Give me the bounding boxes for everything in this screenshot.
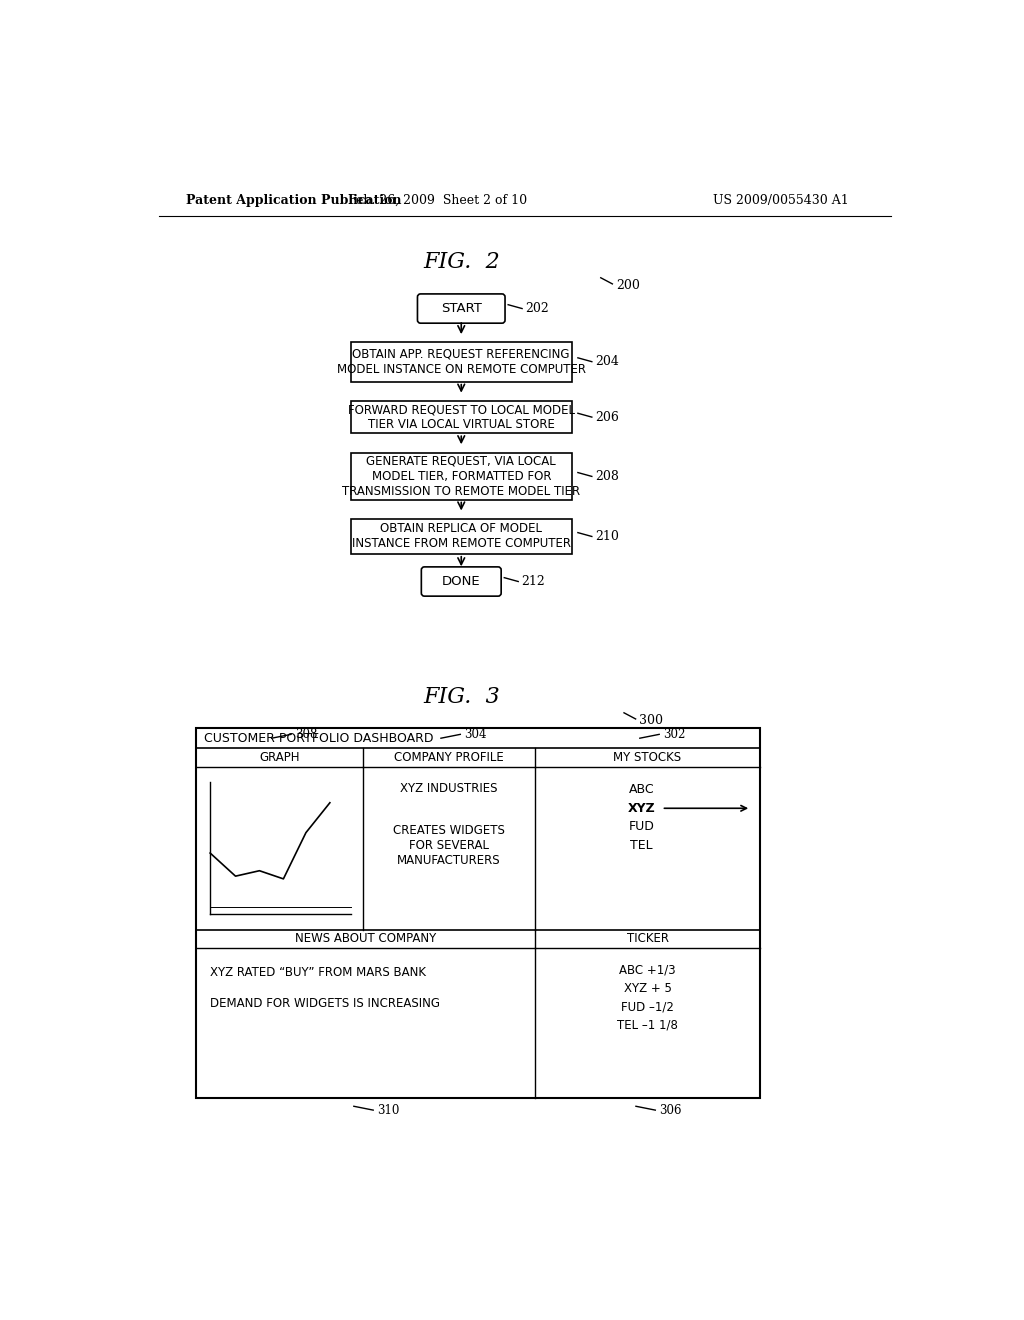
Bar: [351, 401, 571, 433]
Text: XYZ + 5: XYZ + 5: [624, 982, 672, 995]
Text: US 2009/0055430 A1: US 2009/0055430 A1: [713, 194, 849, 207]
Text: 302: 302: [664, 727, 685, 741]
Text: TICKER: TICKER: [627, 932, 669, 945]
Text: 206: 206: [595, 411, 618, 424]
Text: CUSTOMER PORTFOLIO DASHBOARD: CUSTOMER PORTFOLIO DASHBOARD: [204, 731, 433, 744]
Text: 300: 300: [640, 714, 664, 727]
Text: NEWS ABOUT COMPANY: NEWS ABOUT COMPANY: [295, 932, 436, 945]
Text: XYZ INDUSTRIES: XYZ INDUSTRIES: [400, 781, 498, 795]
Text: DEMAND FOR WIDGETS IS INCREASING: DEMAND FOR WIDGETS IS INCREASING: [210, 997, 440, 1010]
Bar: [351, 342, 571, 381]
Text: FIG.  2: FIG. 2: [423, 251, 500, 273]
Text: 200: 200: [616, 279, 640, 292]
Text: 208: 208: [595, 470, 618, 483]
Bar: [351, 453, 571, 499]
Text: FIG.  3: FIG. 3: [423, 686, 500, 709]
Text: FUD: FUD: [629, 820, 654, 833]
Text: START: START: [440, 302, 481, 315]
Text: COMPANY PROFILE: COMPANY PROFILE: [394, 751, 504, 764]
Text: TEL –1 1/8: TEL –1 1/8: [617, 1019, 678, 1032]
Text: ABC +1/3: ABC +1/3: [620, 964, 676, 977]
Text: XYZ: XYZ: [628, 801, 655, 814]
Text: 306: 306: [659, 1104, 682, 1117]
Text: Feb. 26, 2009  Sheet 2 of 10: Feb. 26, 2009 Sheet 2 of 10: [348, 194, 527, 207]
Text: Patent Application Publication: Patent Application Publication: [186, 194, 401, 207]
Text: GENERATE REQUEST, VIA LOCAL
MODEL TIER, FORMATTED FOR
TRANSMISSION TO REMOTE MOD: GENERATE REQUEST, VIA LOCAL MODEL TIER, …: [342, 455, 581, 498]
Text: GRAPH: GRAPH: [259, 751, 300, 764]
Text: ABC: ABC: [629, 783, 654, 796]
Text: 210: 210: [595, 529, 618, 543]
Text: 310: 310: [377, 1104, 399, 1117]
Text: FORWARD REQUEST TO LOCAL MODEL
TIER VIA LOCAL VIRTUAL STORE: FORWARD REQUEST TO LOCAL MODEL TIER VIA …: [348, 403, 574, 432]
Text: 212: 212: [521, 576, 545, 587]
Bar: [197, 729, 761, 1098]
Text: 204: 204: [595, 355, 618, 368]
Text: 304: 304: [464, 727, 486, 741]
Text: OBTAIN APP. REQUEST REFERENCING
MODEL INSTANCE ON REMOTE COMPUTER: OBTAIN APP. REQUEST REFERENCING MODEL IN…: [337, 347, 586, 376]
Text: 308: 308: [295, 727, 317, 741]
FancyBboxPatch shape: [418, 294, 505, 323]
Text: XYZ RATED “BUY” FROM MARS BANK: XYZ RATED “BUY” FROM MARS BANK: [210, 966, 426, 979]
Text: CREATES WIDGETS
FOR SEVERAL
MANUFACTURERS: CREATES WIDGETS FOR SEVERAL MANUFACTURER…: [393, 825, 505, 867]
Text: TEL: TEL: [630, 838, 652, 851]
Text: FUD –1/2: FUD –1/2: [622, 1001, 674, 1014]
Text: MY STOCKS: MY STOCKS: [613, 751, 682, 764]
Bar: [351, 519, 571, 554]
FancyBboxPatch shape: [421, 566, 501, 597]
Text: OBTAIN REPLICA OF MODEL
INSTANCE FROM REMOTE COMPUTER: OBTAIN REPLICA OF MODEL INSTANCE FROM RE…: [352, 523, 570, 550]
Text: 202: 202: [525, 302, 549, 315]
Text: DONE: DONE: [442, 576, 480, 587]
